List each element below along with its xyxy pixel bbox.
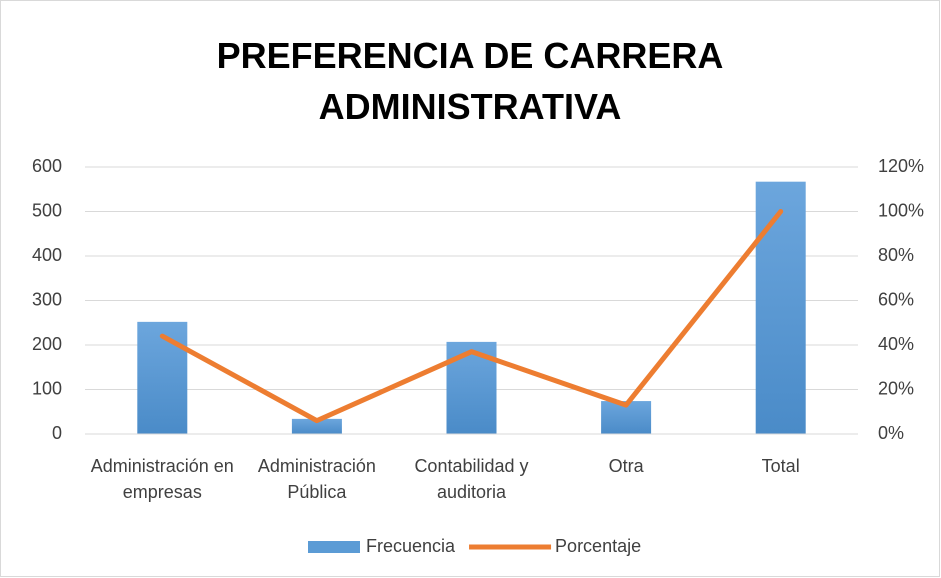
line	[159, 209, 784, 424]
y-tick-label: 0	[52, 423, 62, 443]
y-tick-label: 600	[32, 156, 62, 176]
x-tick-label: Administración en empresas	[90, 456, 234, 502]
x-tick-label: Total	[761, 456, 800, 476]
y2-tick-label: 40%	[878, 334, 914, 354]
chart-title: PREFERENCIA DE CARRERA ADMINISTRATIVA	[216, 35, 724, 127]
bar	[137, 321, 188, 434]
y-tick-label: 400	[32, 245, 62, 265]
y-tick-label: 500	[32, 200, 62, 220]
y-tick-label: 300	[32, 289, 62, 309]
y-tick-label: 200	[32, 334, 62, 354]
x-tick-label: Contabilidad y auditoria	[414, 456, 529, 502]
legend-label: Porcentaje	[555, 536, 641, 556]
y2-tick-label: 120%	[878, 156, 924, 176]
bar	[291, 418, 342, 434]
y-tick-label: 100	[32, 378, 62, 398]
legend-swatch	[308, 541, 360, 553]
x-tick-label: Otra	[608, 456, 644, 476]
y2-tick-label: 80%	[878, 245, 914, 265]
y2-tick-label: 20%	[878, 378, 914, 398]
bar	[755, 181, 806, 434]
y2-tick-label: 100%	[878, 200, 924, 220]
legend-label: Frecuencia	[366, 536, 456, 556]
y2-tick-label: 60%	[878, 289, 914, 309]
x-tick-label: Administración Pública	[257, 456, 376, 502]
y2-tick-label: 0%	[878, 423, 904, 443]
